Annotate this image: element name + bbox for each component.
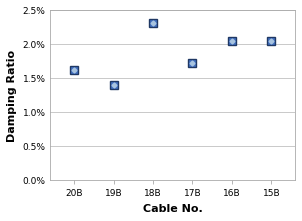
X-axis label: Cable No.: Cable No. <box>143 204 203 214</box>
Y-axis label: Damping Ratio: Damping Ratio <box>7 50 17 141</box>
